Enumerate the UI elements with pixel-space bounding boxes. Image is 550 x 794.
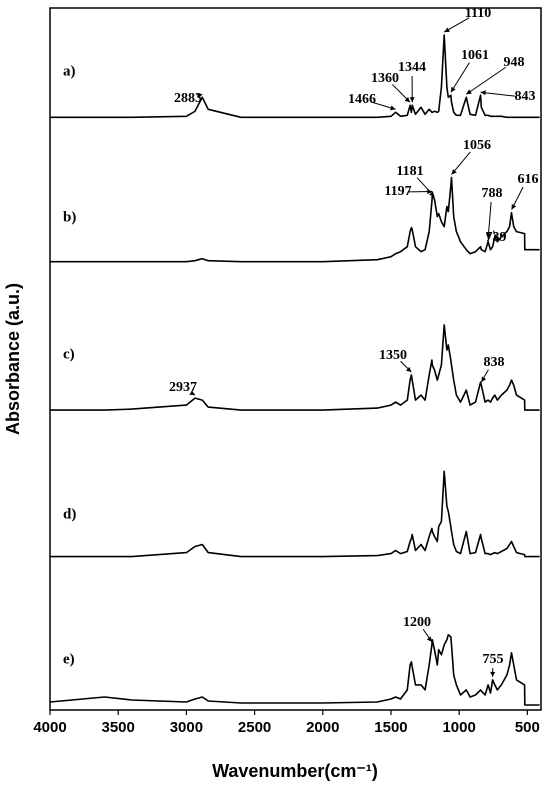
series-label: d) <box>63 506 76 522</box>
arrow-head <box>406 366 412 373</box>
arrow-head <box>450 86 456 93</box>
arrow-head <box>196 93 203 99</box>
spectrum-line <box>50 324 540 411</box>
peak-label: 755 <box>483 652 504 667</box>
peak-arrow <box>450 62 470 93</box>
peak-label: 1200 <box>403 615 431 630</box>
x-tick-label: 2500 <box>238 719 271 736</box>
x-tick-label: 4000 <box>33 719 66 736</box>
peak-label: 1466 <box>348 92 376 107</box>
arrow-head <box>466 89 472 95</box>
peak-label: 1181 <box>396 164 423 179</box>
peak-label: 843 <box>515 89 536 104</box>
x-tick-label: 500 <box>515 719 540 736</box>
peak-label: 838 <box>484 355 505 370</box>
peak-label: 1360 <box>371 71 399 86</box>
x-axis-label: Wavenumber(cm⁻¹) <box>212 761 378 781</box>
peak-label: 1061 <box>461 48 489 63</box>
arrow-head <box>189 390 195 396</box>
x-tick-label: 3500 <box>102 719 135 736</box>
peak-label: 2937 <box>169 380 197 395</box>
peak-label: 2883 <box>174 91 202 106</box>
peak-arrow <box>465 66 506 95</box>
arrow-head <box>490 671 496 677</box>
arrow-head <box>390 105 396 111</box>
arrow-head <box>404 97 411 103</box>
series-label: b) <box>63 209 76 225</box>
series-label: e) <box>63 651 75 667</box>
peak-arrow <box>492 230 496 234</box>
peak-label: 788 <box>482 186 503 201</box>
arrow-head <box>409 97 415 103</box>
arrow-head <box>444 27 450 33</box>
arrow-head <box>426 636 432 642</box>
peak-label: 1110 <box>465 6 491 21</box>
spectrum-line <box>50 470 540 558</box>
x-tick-label: 1000 <box>442 719 475 736</box>
peak-label: 1197 <box>384 184 411 199</box>
arrow-head <box>481 376 487 383</box>
arrow-head <box>493 233 499 240</box>
series-label: c) <box>63 346 75 362</box>
arrow-head <box>511 203 517 210</box>
spectrum-line <box>49 634 540 706</box>
arrow-head <box>486 233 492 239</box>
arrow-head <box>480 90 486 96</box>
spectrum-line <box>50 34 540 119</box>
peak-arrow <box>480 91 516 97</box>
plot-frame <box>49 7 542 711</box>
y-axis-label: Absorbance (a.u.) <box>3 283 23 435</box>
peak-label: 1344 <box>398 60 426 75</box>
spectrum-line <box>50 176 540 263</box>
peak-label: 1350 <box>379 348 407 363</box>
peak-label: 948 <box>504 55 525 70</box>
peak-label: 616 <box>518 172 539 187</box>
series-label: a) <box>63 63 76 79</box>
x-tick-label: 2000 <box>306 719 339 736</box>
arrow-head <box>429 191 435 197</box>
peak-label: 1056 <box>463 138 491 153</box>
x-tick-label: 3000 <box>170 719 203 736</box>
x-tick-label: 1500 <box>374 719 407 736</box>
peak-arrow <box>487 201 492 239</box>
peak-label: 739 <box>486 230 507 245</box>
arrow-head <box>451 169 457 175</box>
